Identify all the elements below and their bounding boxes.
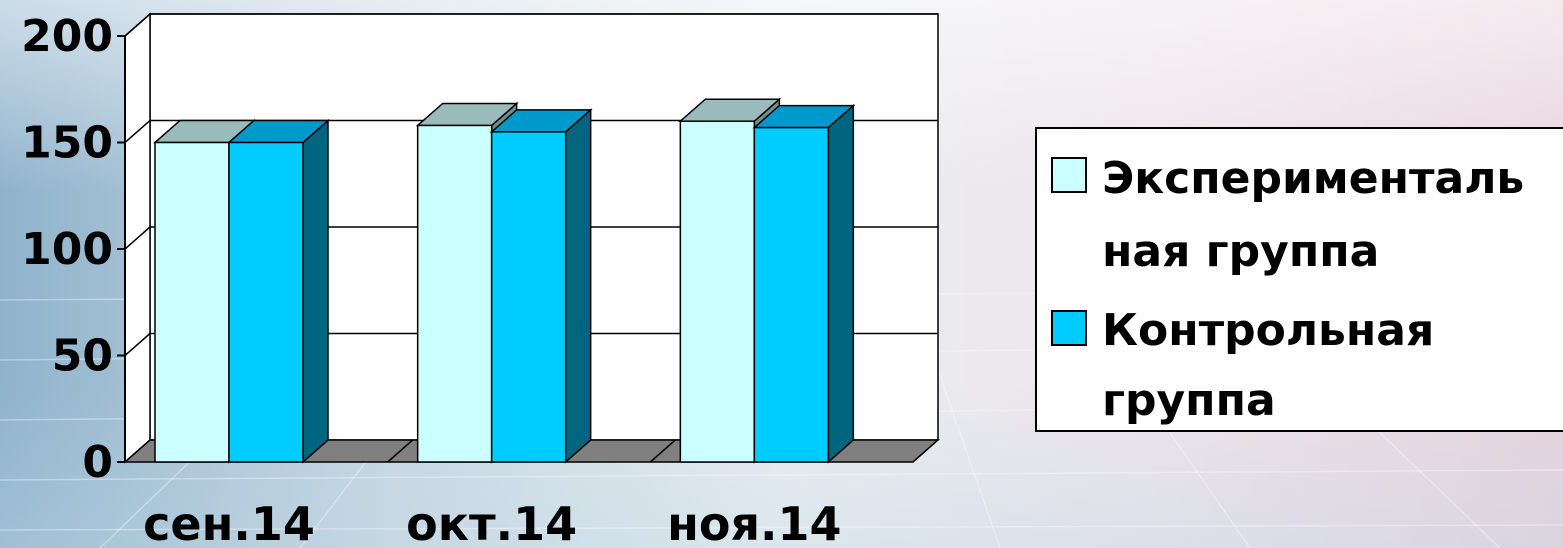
x-tick-label: сен.14 xyxy=(143,497,315,548)
legend-label-control-line1: Контрольная xyxy=(1102,305,1434,356)
legend: Эксперименталь ная группа Контрольная гр… xyxy=(1035,127,1563,432)
floor-divider xyxy=(649,439,676,463)
bar-control-1 xyxy=(489,108,593,464)
bar-control-0 xyxy=(227,118,330,464)
gridline-side xyxy=(124,13,151,37)
x-axis: сен.14 окт.14 ноя.14 xyxy=(143,497,841,548)
bar-front xyxy=(416,124,493,463)
floor-ticks xyxy=(387,439,676,463)
legend-label-experimental-line2: ная группа xyxy=(1102,226,1379,277)
y-axis: 0 50 100 150 200 xyxy=(21,11,126,488)
bar-front xyxy=(679,120,756,463)
bars xyxy=(153,97,856,464)
gridline-side xyxy=(124,119,151,144)
bar-front xyxy=(490,131,567,463)
bar-front xyxy=(154,141,230,463)
x-tick-label: окт.14 xyxy=(406,497,577,548)
bar-front xyxy=(753,126,830,463)
y-tick-label: 200 xyxy=(21,11,113,62)
legend-box xyxy=(1035,127,1563,432)
gridline-side xyxy=(124,332,151,357)
legend-swatch-experimental xyxy=(1051,157,1087,193)
y-tick-label: 100 xyxy=(21,224,113,275)
y-tick-label: 0 xyxy=(82,437,113,488)
legend-swatch-control xyxy=(1051,310,1087,346)
legend-label-control-line2: группа xyxy=(1102,375,1276,426)
bar-front xyxy=(228,141,304,463)
legend-label-experimental-line1: Эксперименталь xyxy=(1102,153,1524,204)
bar-side xyxy=(302,118,329,464)
floor-divider xyxy=(387,439,414,463)
y-tick-label: 50 xyxy=(52,331,113,382)
bar-side xyxy=(827,103,855,464)
bar-side xyxy=(564,108,592,464)
bar-control-2 xyxy=(752,103,856,464)
x-tick-label: ноя.14 xyxy=(667,497,841,548)
gridline-side xyxy=(124,226,151,250)
y-tick-label: 150 xyxy=(21,118,113,169)
